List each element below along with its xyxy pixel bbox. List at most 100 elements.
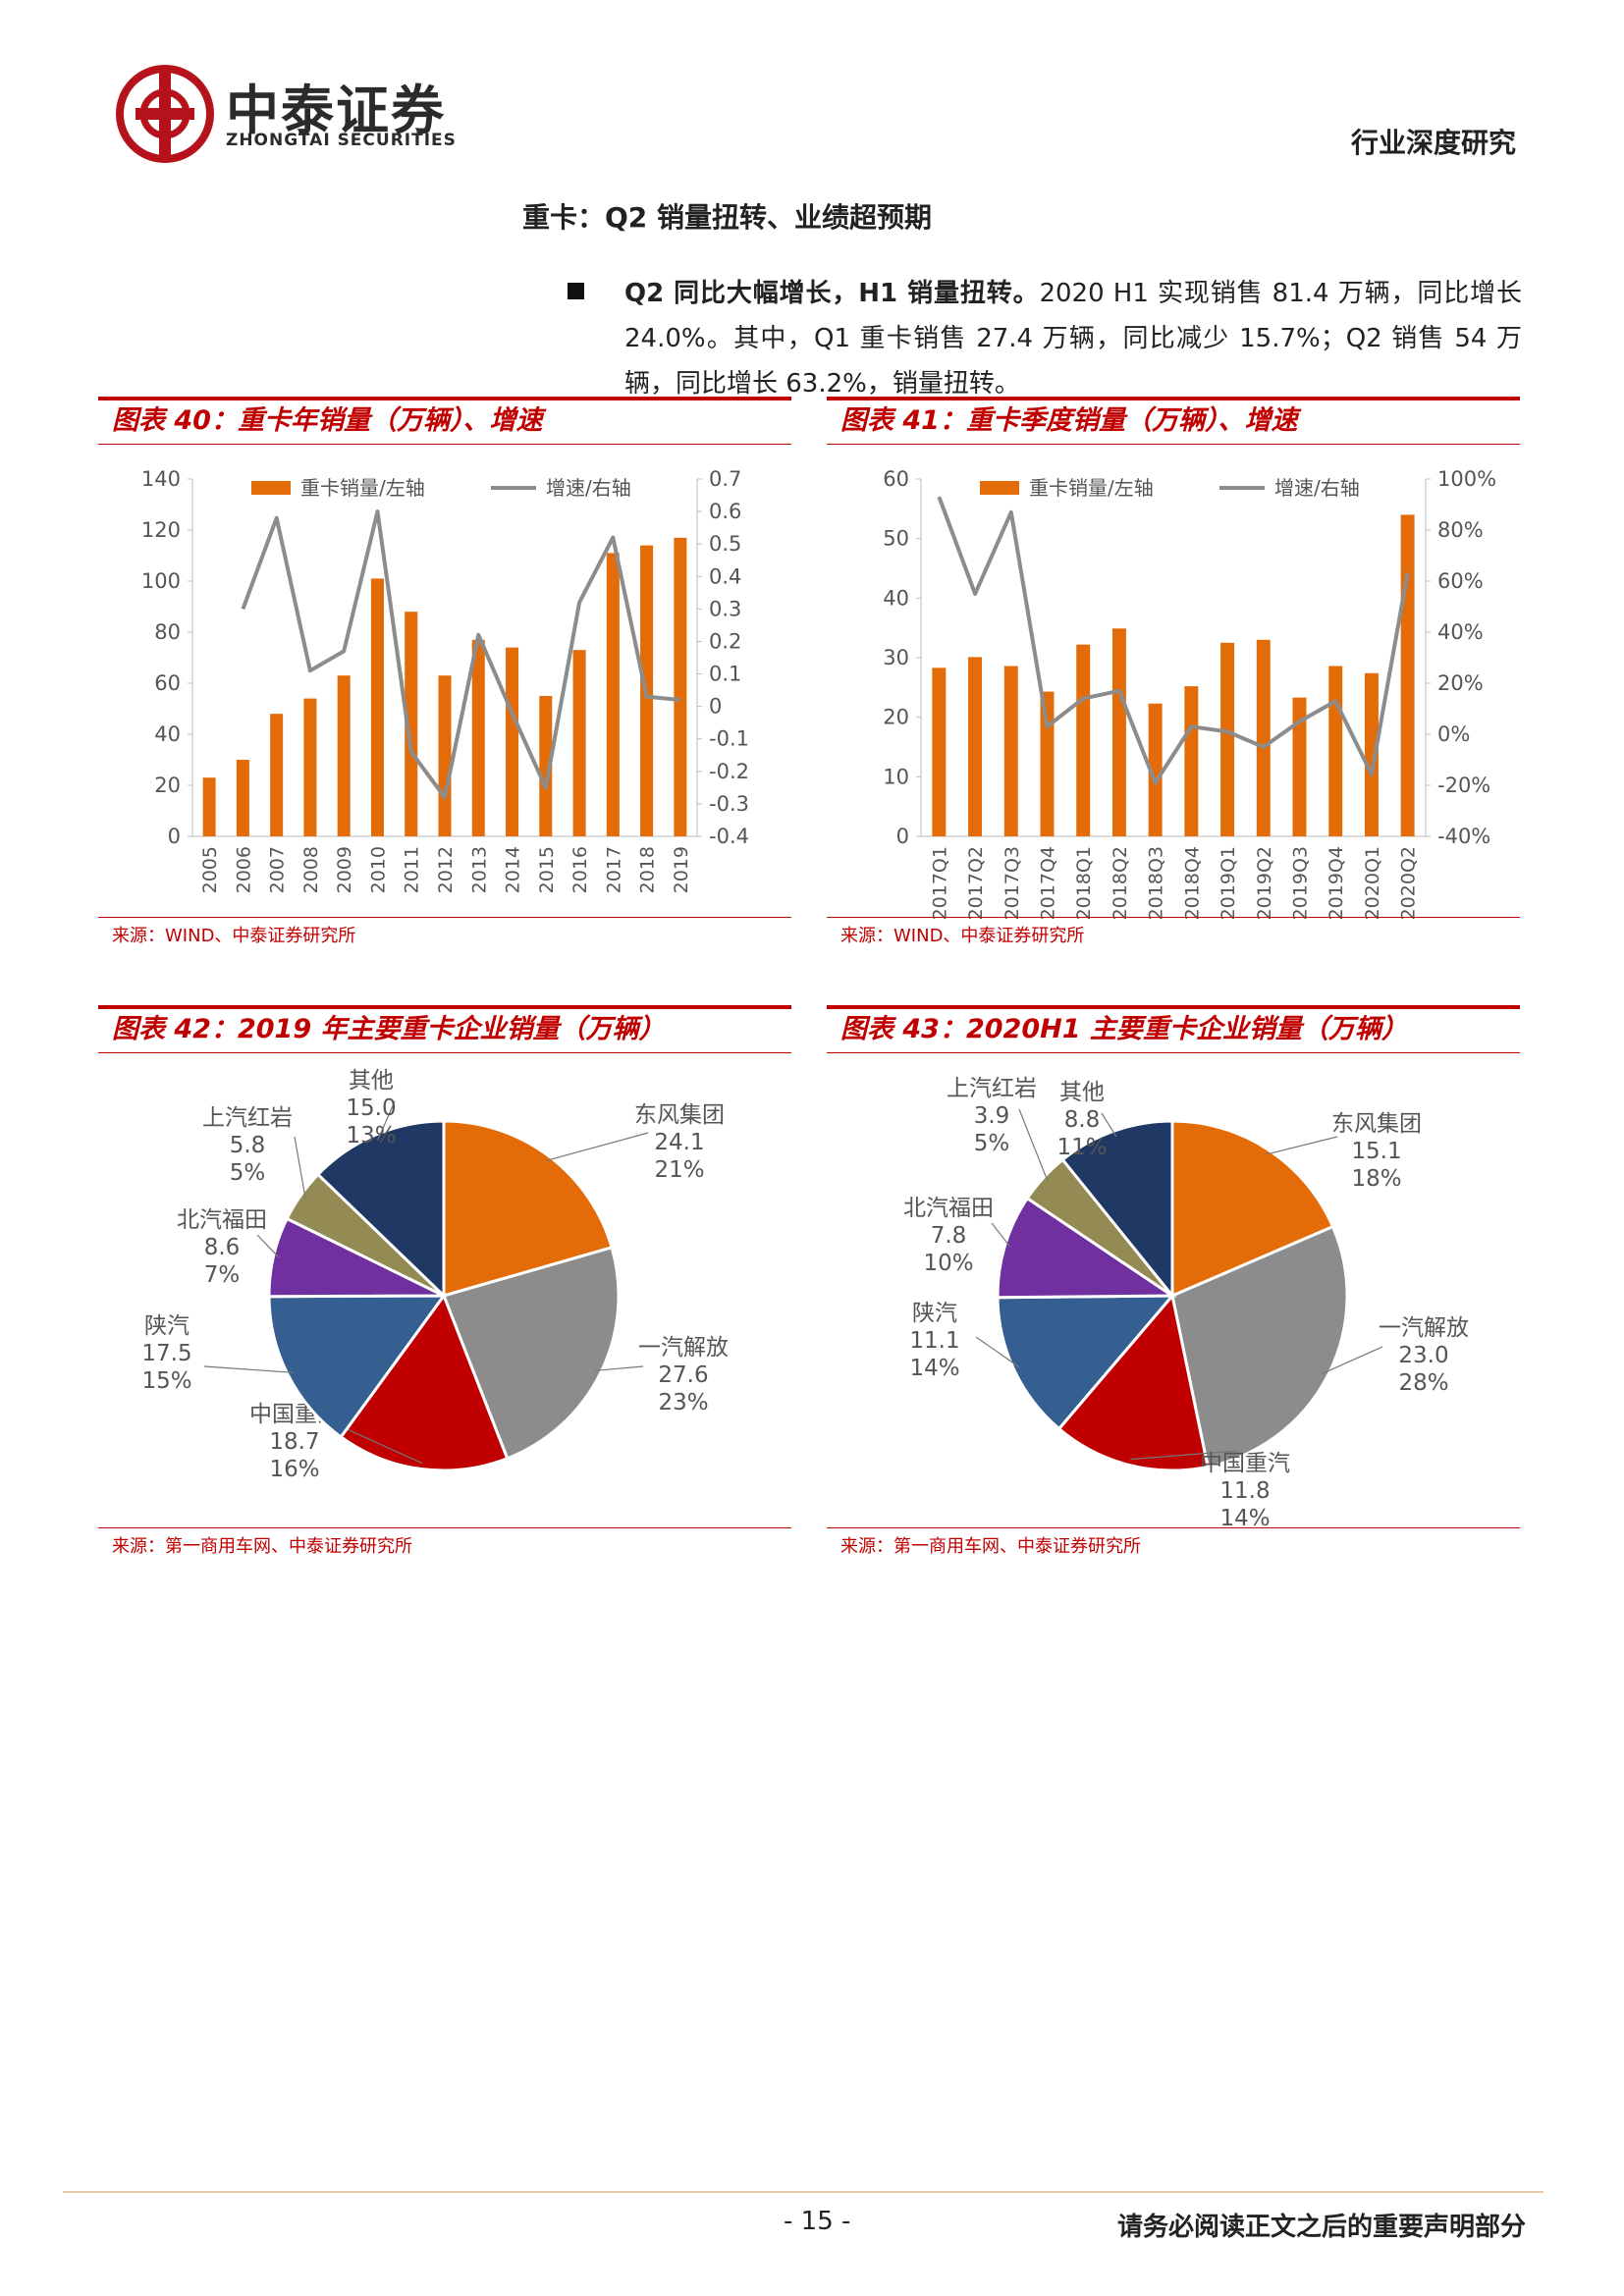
fig41-growth-line (937, 496, 1410, 785)
fig40-ytick-right-label: 0.4 (709, 564, 741, 588)
fig43-slice-label: 10% (923, 1251, 973, 1276)
fig42-leader-line (294, 1136, 306, 1200)
bullet-body: 2020 H1 实现销售 81.4 万辆，同比增长 24.0%。其中，Q1 重卡… (624, 279, 1522, 399)
fig40-xtick-label: 2007 (267, 846, 289, 893)
fig43-slice-label: 14% (1219, 1506, 1270, 1531)
fig41-legend-line-label: 增速/右轴 (1274, 476, 1360, 500)
fig40-ytick-right-label: 0.6 (709, 500, 741, 523)
fig41-legend-bar-label: 重卡销量/左轴 (1029, 476, 1154, 500)
fig42-leader-line (595, 1365, 644, 1371)
fig40-bar (539, 696, 553, 836)
fig43-slice-label: 11% (1056, 1135, 1107, 1160)
fig41-ytick-left-label: 60 (883, 467, 909, 491)
fig43-slice (996, 1196, 1177, 1300)
section-title: 重卡：Q2 销量扭转、业绩超预期 (522, 201, 933, 234)
fig40-ytick-left-label: 80 (154, 620, 181, 644)
fig41-source: 来源：WIND、中泰证券研究所 (827, 917, 1520, 953)
bullet-lead: Q2 同比大幅增长，H1 销量扭转。 (624, 279, 1040, 308)
fig43-slice-label: 3.9 (974, 1103, 1010, 1129)
fig43-slice-label: 北汽福田 (903, 1196, 994, 1221)
fig40-legend-bar-swatch (251, 481, 291, 495)
fig40-xtick-label: 2015 (536, 846, 558, 893)
fig40-bar (471, 639, 485, 836)
fig40-legend-bar-label: 重卡销量/左轴 (300, 476, 425, 500)
fig41-xtick-label: 2017Q4 (1038, 846, 1059, 920)
fig42-slice-label: 21% (654, 1157, 704, 1183)
fig42-slice-label: 5.8 (230, 1133, 266, 1158)
fig43-slice-label: 18% (1351, 1166, 1401, 1192)
fig40-bar (572, 650, 586, 836)
fig41-bar (1040, 691, 1055, 836)
chart-fig41: 0 10 20 30 40 50 60 -40% -20% 0% 20% 40% 60% 80% 100% 2… (883, 467, 1496, 920)
fig41-ytick-left-label: 10 (883, 765, 909, 788)
fig40-bar (202, 777, 216, 836)
fig42-slice (339, 1292, 510, 1472)
fig40-ytick-right-label: 0 (709, 695, 722, 719)
fig40-xtick-label: 2018 (637, 846, 659, 893)
fig40-xtick-label: 2006 (233, 846, 254, 893)
fig40-bar (674, 537, 687, 836)
fig43-slice-label: 一汽解放 (1379, 1315, 1469, 1341)
logo-text-cn: 中泰证券 (226, 80, 446, 141)
fig43-leader-line (1265, 1136, 1338, 1155)
fig41-xtick-label: 2018Q4 (1181, 846, 1203, 920)
fig40-ytick-right-label: -0.1 (709, 727, 749, 751)
fig43-title: 图表 43：2020H1 主要重卡企业销量（万辆） (827, 1005, 1520, 1053)
fig42-leader-line (203, 1365, 294, 1373)
fig40-xtick-label: 2019 (671, 846, 692, 893)
fig41-bar (1400, 514, 1415, 836)
fig41-bar (1184, 686, 1199, 836)
fig41-bar (1256, 639, 1271, 836)
fig41-ytick-right-label: 100% (1437, 467, 1496, 491)
fig40-ytick-right-label: 0.3 (709, 597, 741, 620)
fig42-slice-label: 其他 (349, 1068, 394, 1094)
fig43-leader-line (1322, 1346, 1383, 1374)
fig42-slice-label: 一汽解放 (638, 1335, 729, 1361)
fig42-leader-line (333, 1422, 423, 1465)
fig41-ytick-right-label: 0% (1437, 722, 1470, 746)
fig42-slice-label: 24.1 (654, 1130, 704, 1155)
fig41-ytick-left-label: 50 (883, 527, 909, 551)
fig43-leader-line (1018, 1108, 1049, 1183)
fig40-bar (370, 578, 384, 836)
fig40-xtick-label: 2016 (569, 846, 591, 893)
report-type-label: 行业深度研究 (1350, 127, 1516, 159)
fig42-slice-label: 7% (204, 1262, 241, 1288)
fig43-slice (1170, 1224, 1349, 1469)
fig41-xtick-label: 2019Q3 (1290, 846, 1312, 920)
fig42-slice-label: 上汽红岩 (202, 1105, 293, 1131)
fig43-slice-label: 11.8 (1219, 1478, 1270, 1504)
fig40-source: 来源：WIND、中泰证券研究所 (98, 917, 791, 953)
fig41-bar (1292, 697, 1307, 836)
fig40-xtick-label: 2012 (435, 846, 457, 893)
fig41-legend-bar-swatch (980, 481, 1019, 495)
fig41-bar (1111, 628, 1126, 836)
fig42-slice-label: 18.7 (269, 1429, 319, 1455)
fig43-slice-label: 15.1 (1351, 1139, 1401, 1164)
fig41-xtick-label: 2017Q1 (929, 846, 950, 920)
fig40-bar (506, 647, 519, 836)
fig41-bar (1076, 644, 1091, 836)
fig40-ytick-right-label: -0.3 (709, 792, 749, 816)
fig42-slice-label: 16% (269, 1457, 319, 1482)
fig41-xtick-label: 2019Q4 (1326, 846, 1347, 920)
fig43-slice-label: 14% (909, 1356, 959, 1381)
fig42-source: 来源：第一商用车网、中泰证券研究所 (98, 1527, 791, 1564)
fig42-slice-label: 13% (346, 1123, 396, 1148)
fig40-xtick-label: 2010 (367, 846, 389, 893)
fig43-slice (1056, 1292, 1210, 1472)
fig41-xtick-label: 2017Q2 (965, 846, 987, 920)
fig42-leader-line (256, 1234, 280, 1258)
fig41-xtick-label: 2019Q1 (1218, 846, 1239, 920)
fig43-slice-label: 11.1 (909, 1328, 959, 1354)
fig40-ytick-right-label: 0.1 (709, 663, 741, 686)
fig43-leader-line (1101, 1112, 1117, 1138)
footer-disclaimer: 请务必阅读正文之后的重要声明部分 (1116, 2213, 1526, 2242)
fig43-slice-label: 上汽红岩 (947, 1076, 1037, 1101)
fig41-title: 图表 41：重卡季度销量（万辆）、增速 (827, 397, 1520, 445)
fig41-ytick-right-label: 40% (1437, 620, 1484, 644)
fig40-ytick-right-label: 0.2 (709, 629, 741, 653)
fig41-ytick-right-label: 60% (1437, 569, 1484, 593)
fig40-ytick-left-label: 0 (168, 825, 181, 848)
fig40-ytick-right-label: -0.2 (709, 760, 749, 783)
